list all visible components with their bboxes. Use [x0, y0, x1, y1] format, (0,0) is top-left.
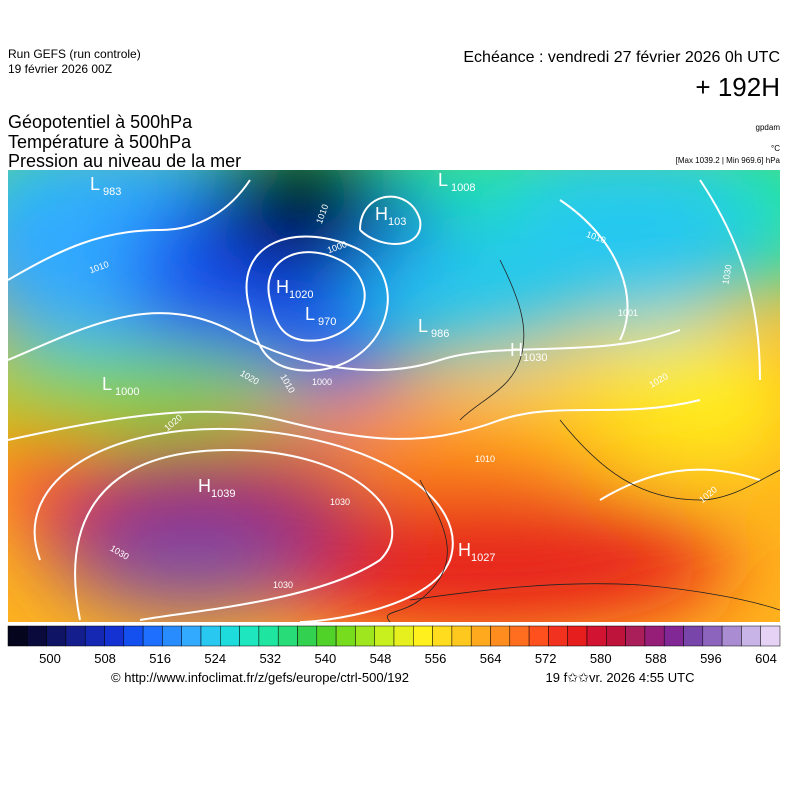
source-url: © http://www.infoclimat.fr/z/gefs/europe… [111, 670, 409, 685]
colorbar-tick-label: 556 [425, 651, 447, 666]
center-value: 1020 [289, 289, 313, 301]
colorbar-swatch [316, 625, 337, 647]
colorbar-tick-label: 588 [645, 651, 667, 666]
colorbar-tick-label: 500 [39, 651, 61, 666]
colorbar-swatch [220, 625, 240, 647]
coastlines [387, 259, 780, 622]
colorbar-swatch [432, 625, 453, 647]
isobar-label: 1030 [720, 264, 733, 285]
colorbar-swatch [721, 625, 742, 647]
center-type: H [198, 476, 211, 496]
colorbar-tick-label: 516 [149, 651, 171, 666]
center-value: 970 [318, 316, 336, 328]
colorbar-tick-label: 524 [204, 651, 226, 666]
colorbar-swatch [586, 625, 607, 647]
colorbar-tick-label: 548 [370, 651, 392, 666]
center-type: H [458, 540, 471, 560]
colorbar-swatch [355, 625, 375, 647]
isobar-label: 1030 [273, 580, 293, 590]
center-value: 1000 [115, 386, 139, 398]
center-type: L [90, 174, 100, 194]
colorbar-swatch [490, 625, 511, 647]
colorbar-swatch [548, 625, 568, 647]
center-type: L [305, 304, 315, 324]
center-value: 983 [103, 186, 121, 198]
isobar-label: 1000 [312, 377, 332, 387]
colorbar-tick-label: 508 [94, 651, 116, 666]
center-value: 1008 [451, 182, 475, 194]
colorbar-swatch [528, 625, 549, 647]
unit: °C [771, 144, 780, 153]
colorbar-swatch [644, 625, 665, 647]
colorbar-swatch [702, 625, 723, 647]
colorbar-swatch [413, 625, 433, 647]
colorbar-swatch [606, 625, 626, 647]
colorbar-swatch [683, 625, 704, 647]
colorbar-swatch [625, 625, 646, 647]
colorbar-swatch [451, 625, 472, 647]
colorbar-swatch [123, 625, 144, 647]
generation-time: 19 f✩✩vr. 2026 4:55 UTC [546, 670, 695, 685]
run-label: Run GEFS (run controle) [8, 47, 141, 61]
colorbar-swatch [7, 625, 28, 647]
colorbar-swatch [239, 625, 260, 647]
colorbar-swatch [393, 625, 414, 647]
colorbar-swatch [84, 625, 105, 647]
colorbar-swatch [181, 625, 202, 647]
colorbar-tick-label: 580 [590, 651, 612, 666]
colorbar-swatch [374, 625, 395, 647]
colorbar-swatch [335, 625, 356, 647]
lead-time: + 192H [695, 72, 780, 102]
isobar-label: 1001 [618, 308, 638, 318]
colorbar: 500 508 516 524 532 540 548 556 564 572 580 588 596 6… [7, 625, 781, 666]
echeance: Echéance : vendredi 27 février 2026 0h U… [463, 49, 780, 66]
colorbar-tick-label: 604 [755, 651, 777, 666]
center-value: 1027 [471, 552, 495, 564]
center-type: L [438, 170, 448, 190]
unit: gpdam [756, 123, 781, 132]
colorbar-swatch [297, 625, 318, 647]
colorbar-swatch [663, 625, 684, 647]
colorbar-tick-label: 532 [259, 651, 281, 666]
isobars [8, 179, 761, 622]
colorbar-swatch [258, 625, 279, 647]
center-type: H [375, 204, 388, 224]
colorbar-swatch [142, 625, 163, 647]
colorbar-tick-label: 596 [700, 651, 722, 666]
isobar-label: 1010 [475, 454, 495, 464]
center-type: H [510, 340, 523, 360]
colorbar-swatch [46, 625, 67, 647]
run-date: 19 février 2026 00Z [8, 62, 112, 76]
colorbar-swatch [509, 625, 530, 647]
colorbar-swatch [277, 625, 298, 647]
field-label: Pression au niveau de la mer [8, 151, 241, 171]
colorbar-tick-label: 564 [480, 651, 502, 666]
center-value: 1039 [211, 488, 235, 500]
field-label: Température à 500hPa [8, 132, 192, 152]
field-label: Géopotentiel à 500hPa [8, 112, 193, 132]
colorbar-swatch [741, 625, 761, 647]
center-value: 986 [431, 328, 449, 340]
center-value: 103 [388, 216, 406, 228]
colorbar-swatch [760, 625, 781, 647]
colorbar-swatch [104, 625, 125, 647]
center-type: L [102, 374, 112, 394]
pressure-range: [Max 1039.2 | Min 969.6] hPa [676, 156, 781, 165]
colorbar-swatch [567, 625, 588, 647]
colorbar-swatch [65, 625, 86, 647]
colorbar-swatch [470, 625, 491, 647]
isobar-label: 1030 [330, 497, 350, 507]
colorbar-swatch [27, 625, 47, 647]
center-type: L [418, 316, 428, 336]
center-type: H [276, 277, 289, 297]
colorbar-tick-label: 540 [315, 651, 337, 666]
colorbar-swatch [200, 625, 221, 647]
colorbar-tick-label: 572 [535, 651, 557, 666]
colorbar-swatch [162, 625, 182, 647]
center-value: 1030 [523, 352, 547, 364]
